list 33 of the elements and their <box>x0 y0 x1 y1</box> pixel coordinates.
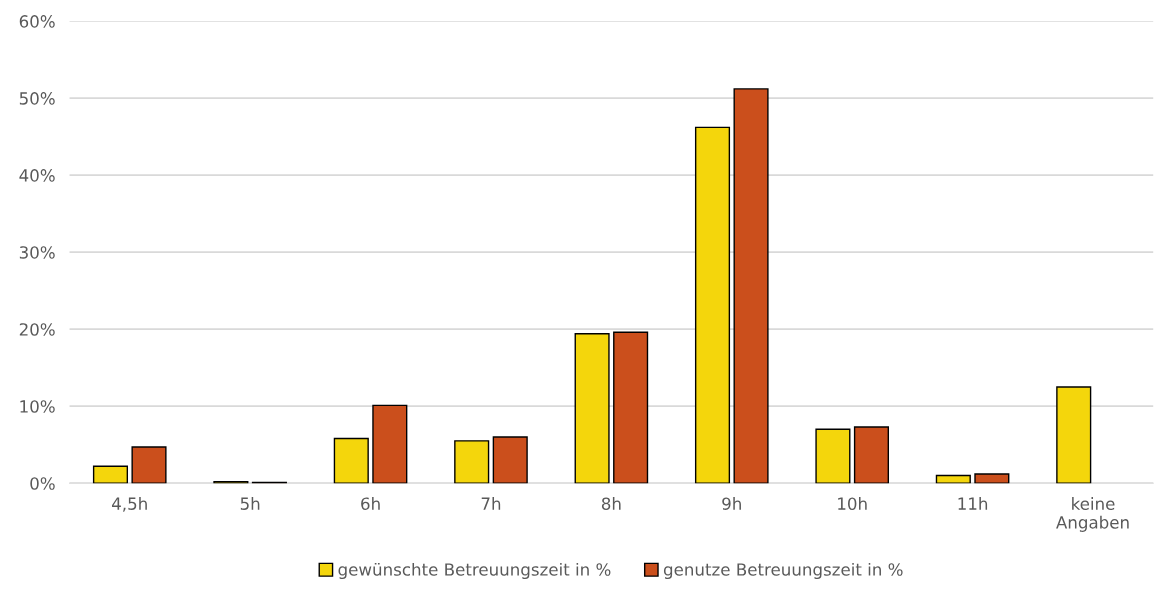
bar <box>131 446 167 484</box>
bar <box>92 465 129 484</box>
bar <box>694 126 731 484</box>
bar <box>574 333 610 484</box>
x-tick-label: 6h <box>361 497 380 510</box>
x-tick-label: 11h <box>958 497 988 510</box>
x-tick-label: 7h <box>481 497 501 510</box>
bar <box>733 88 769 484</box>
legend-label: genutze Betreuungszeit in % <box>663 562 903 580</box>
bar <box>815 428 851 484</box>
bar <box>613 331 649 484</box>
x-tick-label: 10h <box>838 497 867 510</box>
y-tick-label: 40% <box>19 169 55 182</box>
bar <box>492 436 528 484</box>
y-tick-label: 0% <box>30 477 55 490</box>
bar <box>372 404 408 484</box>
y-tick-label: 50% <box>19 92 55 105</box>
y-tick-label: 30% <box>19 246 55 259</box>
legend-label: gewünschte Betreuungszeit in % <box>338 562 611 580</box>
x-tick-label: 9h <box>722 497 741 510</box>
y-tick-label: 20% <box>19 323 55 336</box>
x-tick-label: 4,5h <box>112 497 147 512</box>
bar <box>935 474 971 484</box>
y-tick-label: 10% <box>20 400 55 413</box>
bar <box>853 426 890 484</box>
y-tick-label: 60% <box>19 15 55 28</box>
bar <box>1056 386 1092 484</box>
x-tick-label: 8h <box>601 497 621 510</box>
bar <box>333 437 369 484</box>
x-tick-label: keine Angaben <box>1056 497 1129 532</box>
x-tick-label: 5h <box>240 497 260 510</box>
bar <box>454 440 490 484</box>
bar <box>974 473 1010 484</box>
